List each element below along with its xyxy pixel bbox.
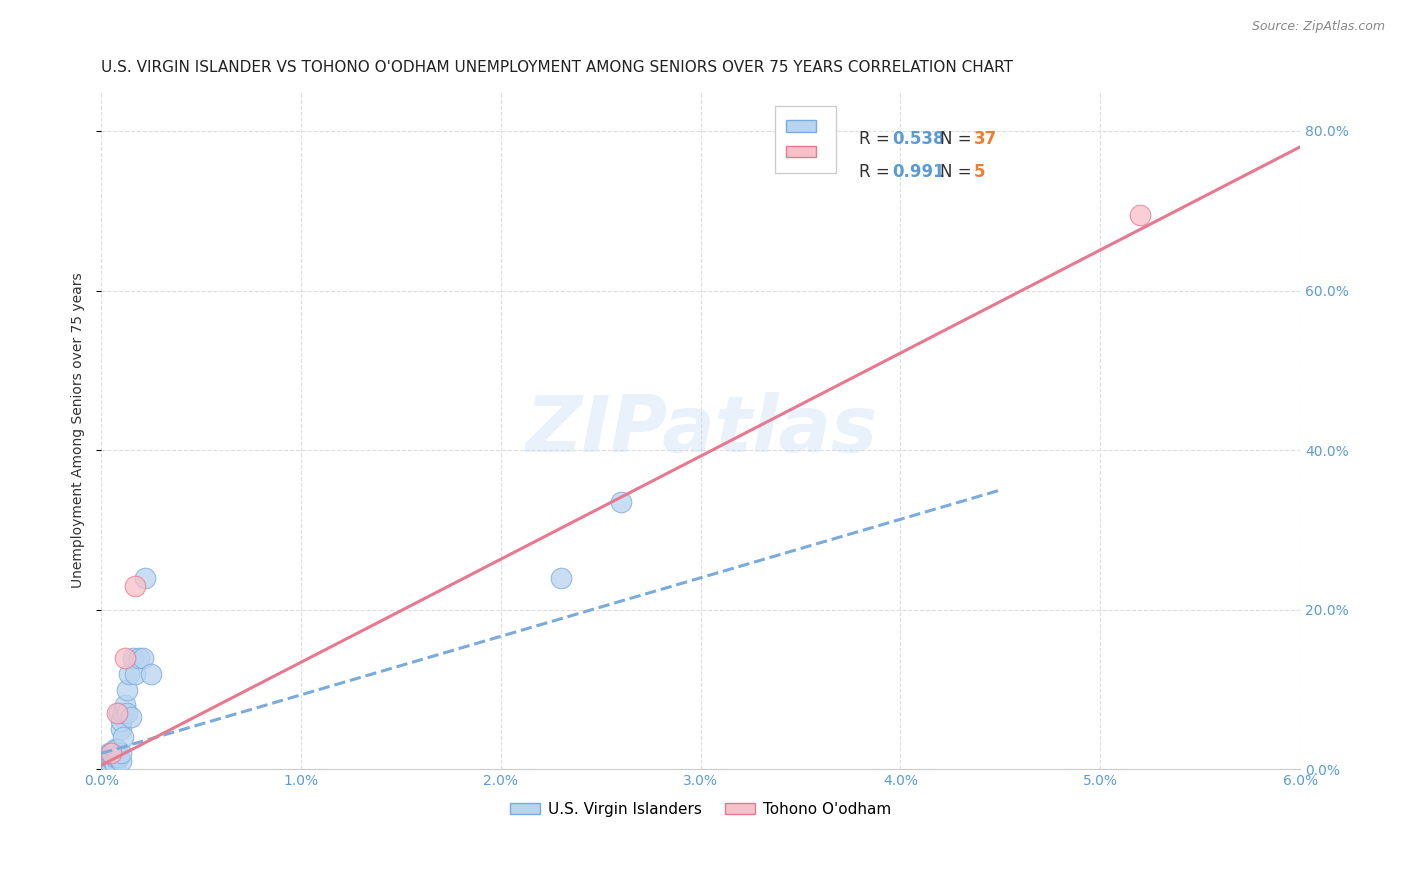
- Point: [110, 755, 132, 769]
- Point: [141, 666, 163, 681]
- Point: [103, 755, 125, 769]
- Point: [124, 666, 146, 681]
- Y-axis label: Unemployment Among Seniors over 75 years: Unemployment Among Seniors over 75 years: [72, 272, 86, 588]
- Point: [115, 706, 138, 721]
- Point: [110, 723, 132, 737]
- Point: [100, 747, 122, 761]
- Text: 0.538: 0.538: [893, 130, 945, 148]
- Point: [122, 650, 145, 665]
- Text: Source: ZipAtlas.com: Source: ZipAtlas.com: [1251, 20, 1385, 33]
- Point: [100, 750, 122, 764]
- Legend: U.S. Virgin Islanders, Tohono O'odham: U.S. Virgin Islanders, Tohono O'odham: [503, 796, 897, 822]
- Point: [550, 571, 572, 585]
- Point: [110, 714, 132, 729]
- Text: 0.991: 0.991: [893, 163, 945, 181]
- Text: N =: N =: [941, 163, 977, 181]
- Point: [96, 758, 118, 772]
- Text: R =: R =: [859, 130, 894, 148]
- Point: [1129, 208, 1152, 222]
- Point: [132, 650, 155, 665]
- Point: [124, 579, 146, 593]
- Point: [114, 650, 136, 665]
- Point: [108, 750, 131, 764]
- Text: R =: R =: [859, 163, 894, 181]
- Point: [114, 698, 136, 713]
- Point: [110, 747, 132, 761]
- Text: 37: 37: [974, 130, 997, 148]
- Text: 5: 5: [974, 163, 986, 181]
- Point: [105, 706, 128, 721]
- Point: [100, 747, 122, 761]
- Point: [105, 742, 128, 756]
- Point: [609, 495, 631, 509]
- Point: [100, 758, 122, 772]
- Point: [98, 747, 121, 761]
- Point: [94, 755, 117, 769]
- Point: [104, 750, 127, 764]
- Text: N =: N =: [941, 130, 977, 148]
- Text: ZIPatlas: ZIPatlas: [524, 392, 877, 468]
- Point: [118, 666, 141, 681]
- Point: [105, 750, 128, 764]
- Point: [120, 710, 142, 724]
- Point: [112, 731, 135, 745]
- Text: U.S. VIRGIN ISLANDER VS TOHONO O'ODHAM UNEMPLOYMENT AMONG SENIORS OVER 75 YEARS : U.S. VIRGIN ISLANDER VS TOHONO O'ODHAM U…: [101, 60, 1014, 75]
- Point: [128, 650, 150, 665]
- Point: [104, 742, 127, 756]
- Point: [112, 706, 135, 721]
- Point: [134, 571, 156, 585]
- Point: [98, 755, 121, 769]
- Point: [103, 747, 125, 761]
- Point: [91, 758, 114, 772]
- Point: [108, 706, 131, 721]
- Point: [115, 682, 138, 697]
- Point: [104, 758, 127, 772]
- Point: [96, 750, 118, 764]
